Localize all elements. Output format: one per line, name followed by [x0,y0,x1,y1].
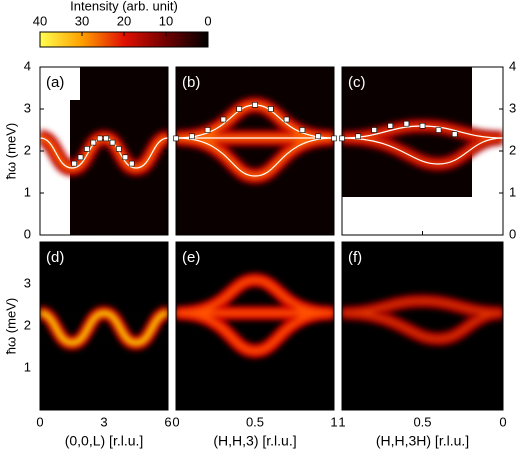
x-tick-label: 0 [36,414,43,429]
x-label: (H,H,3) [r.l.u.] [213,433,296,449]
colorbar-title: Intensity (arb. unit) [70,0,178,13]
data-point [116,146,122,152]
data-point [84,146,90,152]
x-label: (H,H,3H) [r.l.u.] [376,433,469,449]
data-point [204,127,211,133]
y-label: ħω (meV) [3,123,18,179]
x-tick-label: 0.5 [413,414,431,429]
data-point [267,106,274,112]
data-point [299,127,306,133]
data-point [419,123,426,129]
panel-label: (e) [182,249,200,266]
y-tick-label-right: 2 [509,142,516,157]
data-point [173,135,179,142]
panel-label: (a) [46,74,64,91]
panel-label: (c) [348,74,366,91]
data-point [371,127,378,133]
data-point [90,139,97,146]
panel-label: (b) [182,74,200,91]
colorbar-tick-label: 20 [117,13,131,28]
data-point [331,135,337,142]
y-tick-label: 0 [24,226,31,241]
y-tick-label-right: 0 [509,226,516,241]
heatmaps [40,67,503,410]
data-point [71,160,77,167]
colorbar-tick-label: 40 [33,13,47,28]
data-point [283,116,290,123]
x-tick-label: 0.5 [246,414,264,429]
y-tick-label: 1 [24,359,31,374]
data-point [109,139,116,146]
x-tick-label: 0 [499,414,506,429]
data-point [435,127,442,133]
data-point [236,106,242,112]
colorbar-tick-label: 0 [204,13,211,28]
data-point [387,123,394,129]
x-tick-label: 6 [164,414,171,429]
x-label: (0,0,L) [r.l.u.] [65,433,144,449]
x-tick-label: 1 [330,414,337,429]
data-point [355,133,361,140]
y-tick-label-right: 3 [509,100,516,115]
panel-label: (f) [348,249,362,266]
data-point [189,133,195,140]
data-point [339,135,345,142]
data-point [128,160,135,167]
y-tick-label: 2 [24,317,31,332]
data-point [122,154,129,161]
data-point [220,116,227,123]
x-tick-label: 0 [172,414,179,429]
y-tick-label-right: 4 [509,58,516,73]
x-tick-label: 3 [100,414,107,429]
y-tick-label: 3 [24,100,31,115]
data-point [403,120,410,127]
data-point [315,133,322,140]
data-point [77,154,84,161]
colorbar-tick-label: 30 [75,13,89,28]
y-tick-label: 4 [24,58,31,73]
y-tick-label: 2 [24,142,31,157]
y-tick-label: 3 [24,275,31,290]
y-label: ħω (meV) [3,298,18,354]
colorbar-tick-label: 10 [159,13,173,28]
panel-label: (d) [46,249,64,266]
data-point [451,131,458,137]
y-tick-label-right: 1 [509,184,516,199]
y-tick-label: 1 [24,184,31,199]
x-tick-label: 1 [338,414,345,429]
data-point [252,102,258,108]
data-point [103,135,109,142]
data-point [96,135,103,142]
